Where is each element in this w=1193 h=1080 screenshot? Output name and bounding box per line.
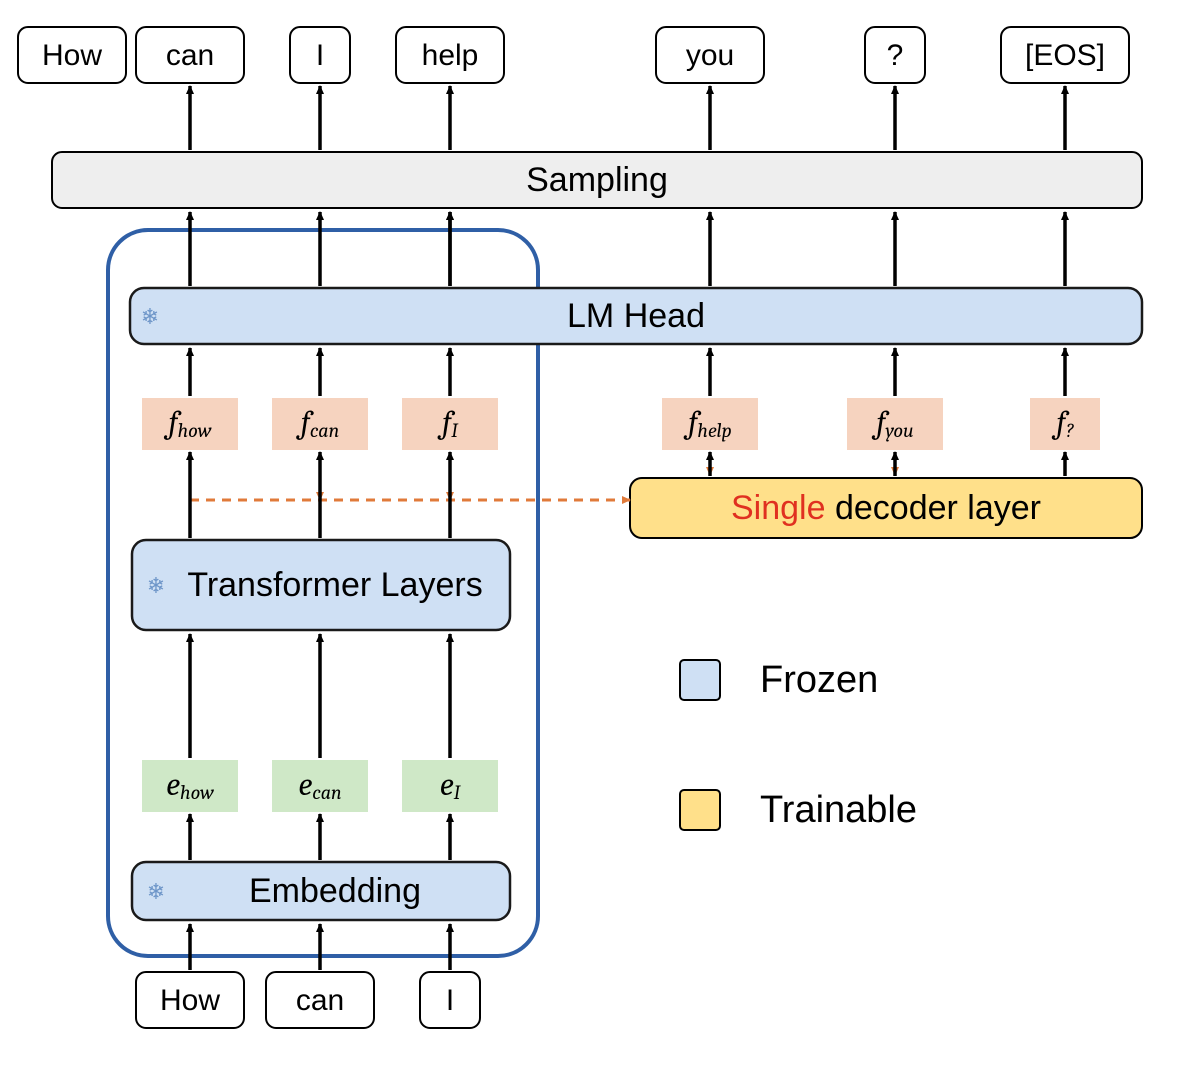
legend-frozen-swatch [680,660,720,700]
output-token-label: How [42,39,102,72]
output-token-label: can [166,39,214,72]
transformer-label: Transformer Layers [187,566,482,604]
embedding-label: Embedding [249,872,421,910]
output-token-label: [EOS] [1025,39,1105,72]
output-token-label: help [422,39,479,72]
lm-head-label: LM Head [567,297,705,335]
output-token-label: ? [887,39,904,72]
input-token-label: can [296,984,344,1017]
legend-frozen-label: Frozen [760,659,878,701]
legend-trainable-swatch [680,790,720,830]
snowflake-icon: ❄ [147,879,165,904]
snowflake-icon: ❄ [147,573,165,598]
decoder-label: Single decoder layer [731,489,1041,527]
snowflake-icon: ❄ [141,304,159,329]
input-token-label: I [446,984,454,1017]
legend-trainable-label: Trainable [760,789,917,831]
input-token-label: How [160,984,220,1017]
sampling-label: Sampling [526,161,668,199]
output-token-label: you [686,39,734,72]
dashed-edge [190,452,630,500]
output-token-label: I [316,39,324,72]
